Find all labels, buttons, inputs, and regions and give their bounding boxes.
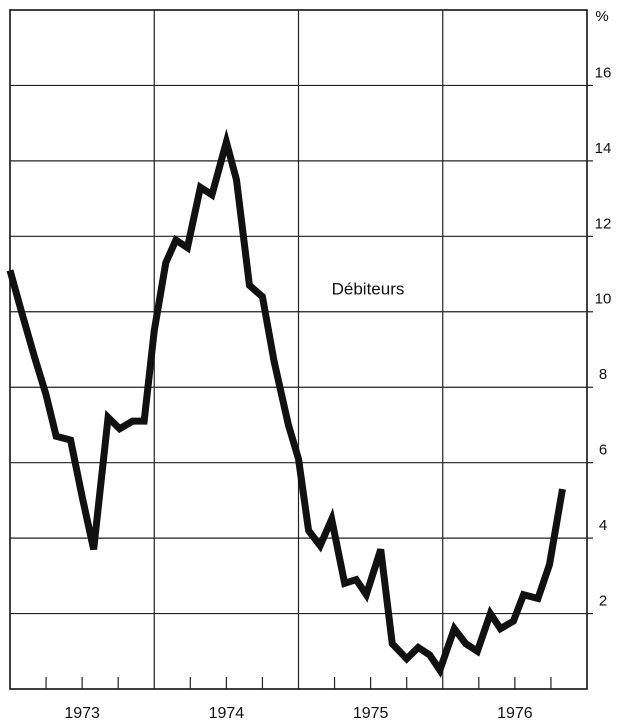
x-tick-label: 1976 [497, 705, 533, 722]
y-tick-label: 12 [595, 215, 612, 232]
y-unit: % [595, 8, 608, 25]
data-line [6, 128, 566, 678]
y-tick-label: 2 [599, 593, 607, 610]
y-tick-label: 8 [599, 366, 607, 383]
y-tick-label: 14 [595, 140, 612, 157]
y-tick-label: 6 [599, 442, 607, 459]
y-tick-label: 16 [595, 64, 612, 81]
y-tick-label: 10 [595, 291, 612, 308]
x-tick-label: 1975 [353, 705, 389, 722]
y-tick-label: 4 [599, 517, 607, 534]
x-tick-label: 1974 [209, 705, 245, 722]
annotation: Débiteurs [332, 279, 405, 298]
x-tick-label: 1973 [64, 705, 100, 722]
